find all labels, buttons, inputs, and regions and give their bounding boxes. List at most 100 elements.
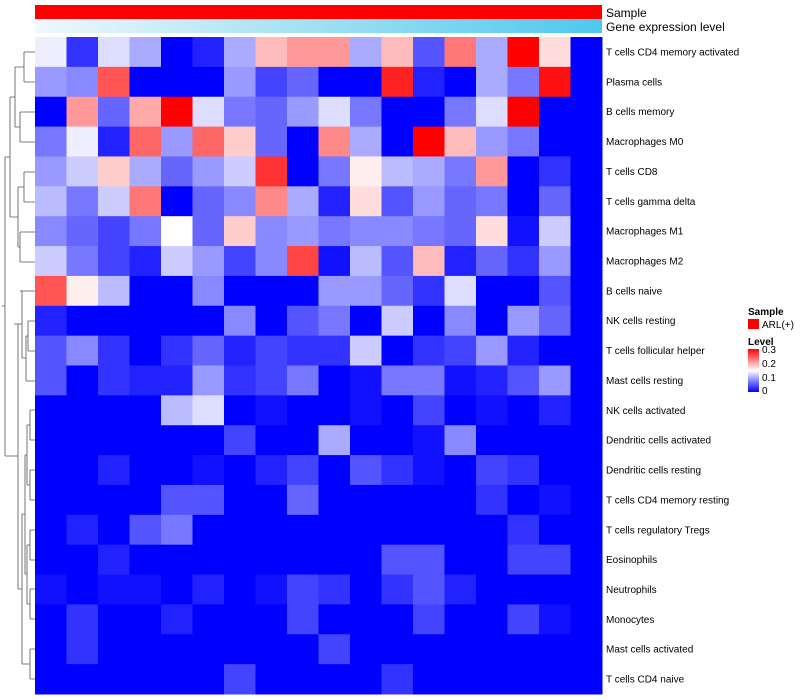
heatmap-cell [66,186,99,217]
heatmap-cell [476,126,508,157]
row-label: Dendritic cells resting [606,466,701,477]
heatmap-cell [413,66,445,98]
heatmap-cell [318,96,351,128]
heatmap-cell [381,335,414,366]
heatmap-cell [161,604,193,635]
heatmap-cell [255,574,288,605]
heatmap-cell [444,156,477,187]
heatmap-cell [444,126,477,157]
heatmap-cell [287,216,319,247]
heatmap-cell [129,365,162,396]
heatmap-cell [413,604,445,635]
heatmap-cell [129,156,162,187]
heatmap-cell [507,574,540,605]
heatmap-cell [66,455,99,486]
heatmap-cell [507,664,540,695]
heatmap-cell [444,455,477,486]
heatmap-cell [381,126,414,157]
heatmap-cell [381,514,414,546]
heatmap-cell [224,186,256,217]
heatmap-cell [98,544,130,576]
heatmap-cell [539,664,571,695]
row-label: B cells memory [606,107,674,118]
heatmap-cell [66,37,99,68]
heatmap-cell [98,275,130,307]
heatmap-cell [35,66,67,98]
heatmap-cell [129,604,162,635]
heatmap-cell [161,66,193,98]
heatmap-cell [66,305,99,337]
heatmap-cell [287,305,319,337]
row-dendrogram [2,51,35,680]
heatmap-cell [129,514,162,546]
heatmap-cell [476,37,508,68]
heatmap-cell [476,455,508,486]
heatmap-cell [224,634,256,665]
heatmap-cell [570,514,603,546]
heatmap-cell [507,216,540,247]
heatmap-cell [350,484,382,516]
heatmap-cell [66,514,99,546]
heatmap-cell [129,634,162,665]
heatmap-cell [192,365,225,396]
heatmap-cell [161,335,193,366]
heatmap-cell [444,484,477,516]
heatmap-cell [192,604,225,635]
row-labels: T cells CD4 memory activated Plasma cells… [606,47,739,685]
heatmap-cell [98,604,130,635]
heatmap-cell [224,484,256,516]
heatmap-cell [539,455,571,486]
heatmap-cell [287,664,319,695]
heatmap-cell [476,335,508,366]
heatmap-cell [129,96,162,128]
heatmap-cell [381,66,414,98]
heatmap-cell [66,246,99,277]
heatmap-cell [66,574,99,605]
heatmap-cell [570,246,603,277]
heatmap-cell [224,335,256,366]
heatmap-cell [318,126,351,157]
heatmap-cell [318,574,351,605]
heatmap-cell [98,216,130,247]
heatmap-cell [570,365,603,396]
heatmap-cell [98,156,130,187]
heatmap-cell [192,186,225,217]
heatmap-cell [444,664,477,695]
heatmap-cell [287,574,319,605]
heatmap-cell [413,96,445,128]
heatmap-cell [129,425,162,456]
heatmap-cell [381,484,414,516]
heatmap-cell [255,126,288,157]
heatmap-cell [255,216,288,247]
heatmap-cell [318,216,351,247]
heatmap-cell [161,425,193,456]
heatmap-cell [287,634,319,665]
heatmap-cell [381,664,414,695]
heatmap-cell [350,604,382,635]
heatmap-cell [507,246,540,277]
row-label: Dendritic cells activated [606,436,711,447]
row-label: Monocytes [606,615,654,626]
heatmap-cell [98,66,130,98]
heatmap-cell [66,425,99,456]
heatmap-cell [350,186,382,217]
row-label: NK cells activated [606,406,685,417]
heatmap-cell [255,37,288,68]
heatmap-cell [255,395,288,426]
heatmap-cell [66,96,99,128]
heatmap-cell [66,365,99,396]
heatmap-cell [66,544,99,576]
heatmap-cell [507,395,540,426]
heatmap-cell [476,544,508,576]
heatmap-cell [35,37,67,68]
heatmap-cell [539,365,571,396]
heatmap-cell [224,305,256,337]
heatmap-cell [255,96,288,128]
heatmap-cell [287,544,319,576]
heatmap-cell [570,335,603,366]
heatmap-cell [129,37,162,68]
heatmap-cell [161,246,193,277]
heatmap-cell [192,514,225,546]
heatmap-cell [507,156,540,187]
heatmap-cell [161,455,193,486]
